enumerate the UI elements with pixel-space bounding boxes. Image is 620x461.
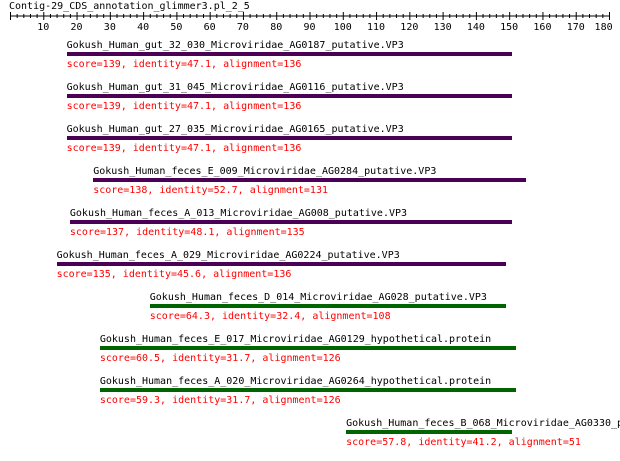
ruler-tick-label: 20 — [70, 22, 83, 33]
ruler-tick-label: 50 — [170, 22, 183, 33]
hit-name[interactable]: Gokush_Human_feces_A_029_Microviridae_AG… — [56, 250, 400, 261]
ruler-tick-label: 70 — [236, 22, 249, 33]
ruler-tick-label: 130 — [433, 22, 452, 33]
contig-title: Contig-29_CDS_annotation_glimmer3.pl_2_5 — [9, 1, 250, 12]
ruler-tick-label: 10 — [37, 22, 50, 33]
hit-alignment-bar[interactable] — [66, 94, 513, 98]
hit-alignment-bar[interactable] — [56, 262, 506, 266]
ruler-tick-label: 60 — [203, 22, 216, 33]
ruler-tick-label: 110 — [367, 22, 386, 33]
hit-name[interactable]: Gokush_Human_feces_E_017_Microviridae_AG… — [99, 334, 492, 345]
hit-stats: score=59.3, identity=31.7, alignment=126 — [99, 395, 341, 406]
hit-stats: score=64.3, identity=32.4, alignment=108 — [149, 311, 391, 322]
hit-name[interactable]: Gokush_Human_gut_32_030_Microviridae_AG0… — [66, 40, 404, 51]
hit-stats: score=138, identity=52.7, alignment=131 — [93, 185, 328, 196]
hit-alignment-bar[interactable] — [66, 136, 513, 140]
hit-alignment-bar[interactable] — [99, 388, 516, 392]
ruler-tick-label: 90 — [303, 22, 316, 33]
hit-name[interactable]: Gokush_Human_feces_E_009_Microviridae_AG… — [93, 166, 437, 177]
hit-stats: score=139, identity=47.1, alignment=136 — [66, 59, 302, 70]
hit-stats: score=57.8, identity=41.2, alignment=51 — [346, 437, 581, 448]
hit-alignment-bar[interactable] — [69, 220, 513, 224]
hit-name[interactable]: Gokush_Human_feces_A_013_Microviridae_AG… — [69, 208, 408, 219]
ruler-tick-label: 80 — [270, 22, 283, 33]
ruler-tick-label: 180 — [594, 22, 613, 33]
ruler-tick-label: 150 — [500, 22, 519, 33]
ruler-tick-label: 160 — [533, 22, 552, 33]
hit-stats: score=135, identity=45.6, alignment=136 — [56, 269, 292, 280]
hit-alignment-bar[interactable] — [346, 430, 513, 434]
hit-stats: score=139, identity=47.1, alignment=136 — [66, 143, 302, 154]
hit-alignment-bar[interactable] — [149, 304, 506, 308]
hit-name[interactable]: Gokush_Human_feces_D_014_Microviridae_AG… — [149, 292, 487, 303]
ruler-tick-label: 170 — [566, 22, 585, 33]
ruler-tick-label: 140 — [466, 22, 485, 33]
hit-alignment-bar[interactable] — [66, 52, 513, 56]
hit-name[interactable]: Gokush_Human_feces_B_068_Microviridae_AG… — [346, 418, 620, 429]
ruler-tick-label: 100 — [333, 22, 352, 33]
hit-stats: score=139, identity=47.1, alignment=136 — [66, 101, 302, 112]
hit-stats: score=137, identity=48.1, alignment=135 — [69, 227, 305, 238]
hit-stats: score=60.5, identity=31.7, alignment=126 — [99, 353, 341, 364]
ruler-tick-label: 40 — [137, 22, 150, 33]
hit-name[interactable]: Gokush_Human_feces_A_020_Microviridae_AG… — [99, 376, 492, 387]
hit-alignment-bar[interactable] — [99, 346, 516, 350]
hit-alignment-bar[interactable] — [93, 178, 526, 182]
ruler-tick-label: 30 — [103, 22, 116, 33]
hit-name[interactable]: Gokush_Human_gut_27_035_Microviridae_AG0… — [66, 124, 404, 135]
position-ruler — [10, 12, 610, 20]
ruler-tick-label: 120 — [400, 22, 419, 33]
hit-name[interactable]: Gokush_Human_gut_31_045_Microviridae_AG0… — [66, 82, 404, 93]
